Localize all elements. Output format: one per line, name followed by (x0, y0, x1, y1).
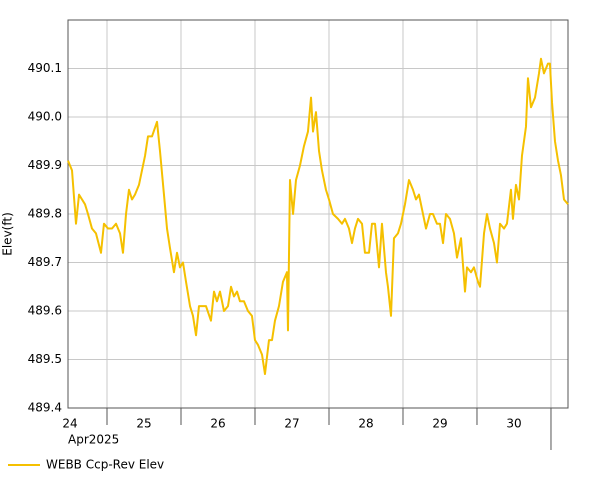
y-tick-label: 489.9 (28, 158, 62, 172)
x-tick-label: 26 (210, 417, 225, 431)
y-tick-label: 490.0 (28, 110, 62, 124)
y-tick-label: 489.8 (28, 207, 62, 221)
x-tick-label: 30 (506, 417, 521, 431)
x-tick-label: 25 (136, 417, 151, 431)
y-tick-label: 489.4 (28, 401, 62, 415)
data-line (67, 57, 569, 376)
y-tick-label: 489.6 (28, 304, 62, 318)
x-axis-label: Apr2025 (68, 433, 119, 447)
y-tick-label: 489.5 (28, 352, 62, 366)
legend-label: WEBB Ccp-Rev Elev (46, 458, 164, 472)
x-tick-label: 29 (432, 417, 447, 431)
x-tick-label: 27 (284, 417, 299, 431)
y-axis-label: Elev(ft) (1, 212, 15, 255)
y-tick-label: 490.1 (28, 61, 62, 75)
x-tick-label: 24 (62, 417, 77, 431)
y-tick-label: 489.7 (28, 255, 62, 269)
x-tick-label: 28 (358, 417, 373, 431)
plot-frame (67, 19, 569, 409)
